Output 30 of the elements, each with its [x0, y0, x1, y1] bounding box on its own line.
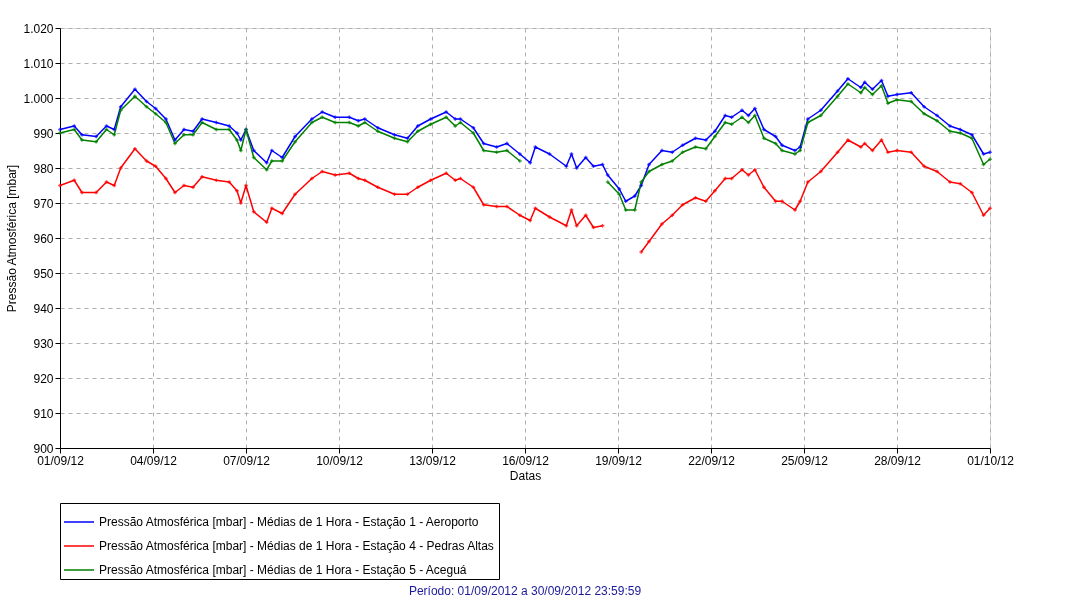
- y-tick-label: 940: [33, 301, 54, 316]
- x-tick-label: 22/09/12: [688, 453, 736, 468]
- x-axis-title: Datas: [509, 468, 542, 483]
- y-tick-label: 920: [33, 371, 54, 386]
- y-tick-label: 910: [33, 406, 54, 421]
- x-tick-label: 19/09/12: [595, 453, 643, 468]
- x-tick-label: 07/09/12: [223, 453, 271, 468]
- x-tick-label: 28/09/12: [874, 453, 922, 468]
- y-tick-label: 970: [33, 196, 54, 211]
- y-tick-label: 900: [33, 441, 54, 456]
- y-axis-title: Pressão Atmosférica [mbar]: [5, 164, 20, 313]
- y-tick-label: 1.020: [23, 21, 54, 36]
- x-tick-label: 01/10/12: [967, 453, 1015, 468]
- x-tick-label: 13/09/12: [409, 453, 457, 468]
- text: Período: 01/09/2012 a 30/09/2012 23:59:59: [408, 583, 642, 598]
- x-tick-label: 10/09/12: [316, 453, 364, 468]
- y-tick-label: 1.010: [23, 56, 54, 71]
- legend-label: Pressão Atmosférica [mbar] - Médias de 1 Hora - Estação 5 - Aceguá: [99, 563, 467, 577]
- y-tick-label: 990: [33, 126, 54, 141]
- legend-label: Pressão Atmosférica [mbar] - Médias de 1 Hora - Estação 1 - Aeroporto: [99, 515, 479, 529]
- y-tick-label: 980: [33, 161, 54, 176]
- x-tick-label: 01/09/12: [37, 453, 85, 468]
- y-tick-label: 960: [33, 231, 54, 246]
- y-tick-label: 950: [33, 266, 54, 281]
- y-tick-label: 1.000: [23, 91, 54, 106]
- y-tick-label: 930: [33, 336, 54, 351]
- x-tick-label: 25/09/12: [781, 453, 829, 468]
- x-tick-label: 04/09/12: [130, 453, 178, 468]
- x-tick-label: 16/09/12: [502, 453, 550, 468]
- legend-label: Pressão Atmosférica [mbar] - Médias de 1 Hora - Estação 4 - Pedras Altas: [99, 539, 494, 553]
